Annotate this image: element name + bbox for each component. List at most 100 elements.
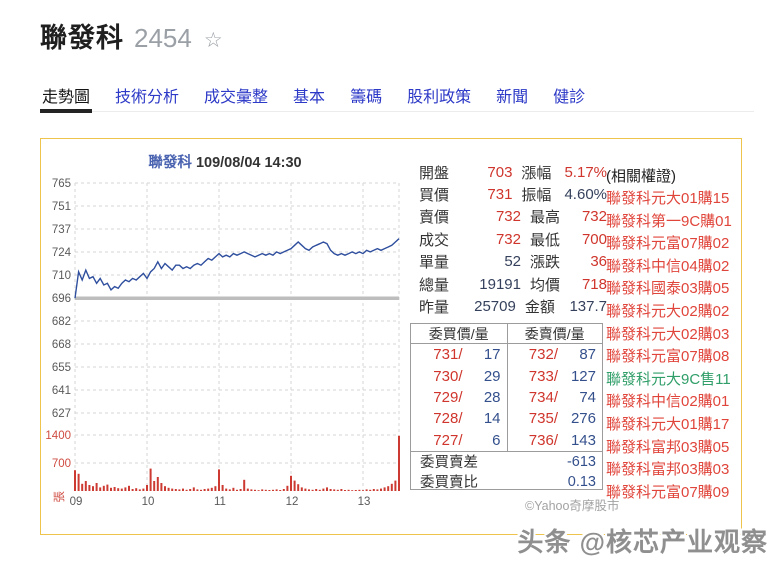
quote-value: 731 [487,186,513,204]
quote-label: 最高 [530,209,561,227]
quote-row: 總量 19191 均價 718 [419,273,607,295]
svg-text:765: 765 [52,178,71,190]
svg-text:10: 10 [142,496,155,508]
bid-price: 731/ [433,346,463,364]
tab-trend-chart[interactable]: 走勢圖 [40,80,93,113]
quote-label: 振幅 [521,187,552,205]
warrant-item[interactable]: 聯發科富邦03購03 [606,461,730,479]
stock-code: 2454 [134,23,192,53]
warrant-item[interactable]: 聯發科中信04購02 [606,257,730,275]
svg-text:682: 682 [52,316,71,328]
footer-value: 0.13 [567,473,596,490]
svg-text:627: 627 [52,408,71,420]
bid-quantity: 28 [483,388,501,406]
stock-name: 聯發科 [40,23,124,53]
quote-label: 買價 [419,187,450,205]
quote-label: 最低 [530,231,561,249]
bid-price: 729/ [433,388,463,406]
quote-label: 單量 [419,254,450,272]
quote-value: 700 [581,230,607,248]
ask-quantity: 74 [579,388,596,406]
quote-value: 52 [504,253,521,271]
quote-label: 昨量 [419,299,450,317]
bid-row: 731/17 [411,344,507,365]
tab-chips[interactable]: 籌碼 [350,89,383,106]
svg-text:737: 737 [52,224,71,236]
quote-value: 19191 [479,275,521,293]
warrants-panel: (相關權證) 聯發科元大01購15 聯發科第一9C購01 聯發科元富07購02 聯發科… [606,165,742,504]
ask-row: 732/87 [508,344,603,365]
bid-quantity: 6 [492,431,501,449]
watermark: 头条 @核芯产业观察 [517,527,768,557]
ask-quantity: 127 [570,367,596,385]
favorite-star-icon[interactable]: ☆ [203,29,223,52]
svg-text:12: 12 [286,496,299,508]
bid-ask-table: 委買價/量 731/17 730/29 729/28 728/14 727/6 委賣價/… [410,323,603,492]
ask-row: 736/143 [508,430,603,451]
svg-text:696: 696 [52,293,71,305]
tab-basic[interactable]: 基本 [293,89,326,106]
quote-row: 開盤 703 漲幅 5.17% [419,161,607,183]
warrant-item[interactable]: 聯發科元大01購15 [606,190,730,207]
warrant-item[interactable]: 聯發科元富07購08 [606,348,730,366]
tab-health-check[interactable]: 健診 [553,89,586,106]
quote-label: 均價 [530,276,561,294]
warrant-item[interactable]: 聯發科國泰03購05 [606,280,730,298]
quote-value: 5.17% [564,163,608,181]
footer-label: 委買賣比 [420,475,478,492]
quote-row: 昨量 25709 金額 137.7 [419,295,607,317]
svg-text:1400: 1400 [45,430,71,442]
quote-value: 732 [495,230,521,248]
warrant-item[interactable]: 聯發科中信02購01 [606,393,730,411]
bid-ask-footer-row: 委買賣比 0.13 [411,472,602,492]
bid-row: 728/14 [411,408,507,429]
quote-value: 36 [590,253,607,271]
warrant-item[interactable]: 聯發科元大02購03 [606,325,730,343]
quote-row: 成交 732 最低 700 [419,228,607,250]
quote-value: 25709 [474,298,516,316]
quote-row: 賣價 732 最高 732 [419,206,607,228]
bid-quantity: 17 [483,346,501,364]
warrant-item[interactable]: 聯發科第一9C購01 [606,212,732,230]
ask-price: 734/ [528,388,558,406]
warrant-item[interactable]: 聯發科元大01購17 [606,415,730,433]
tab-technical-analysis[interactable]: 技術分析 [115,89,180,106]
quote-value: 732 [495,208,521,226]
quote-value: 4.60% [564,186,608,204]
intraday-chart: 聯發科 109/08/04 14:30 765 751 737 724 710 696 682… [45,153,400,508]
bid-row: 727/6 [411,430,507,451]
warrant-item[interactable]: 聯發科元大02購02 [606,302,730,320]
warrant-item[interactable]: 聯發科元大9C售11 [606,370,731,388]
quote-label: 開盤 [419,164,450,182]
bid-price: 727/ [433,431,463,449]
warrant-item[interactable]: 聯發科元富07購02 [606,235,730,253]
quote-value: 137.7 [569,298,608,316]
quote-summary-table: 開盤 703 漲幅 5.17% 買價 731 振幅 4.60% 賣價 732 最高 732 成交 732 最… [419,161,607,318]
bid-column-header: 委買價/量 [411,324,507,344]
warrants-list: 聯發科元大01購15 聯發科第一9C購01 聯發科元富07購02 聯發科中信04購02… [606,188,742,504]
ask-column-header: 委賣價/量 [507,324,602,344]
bid-ask-footer-row: 委買賣差 -613 [411,452,602,472]
tab-bar: 走勢圖 技術分析 成交彙整 基本 籌碼 股利政策 新聞 健診 [40,80,754,113]
svg-text:751: 751 [52,201,71,213]
svg-text:700: 700 [52,458,71,470]
tab-trade-summary[interactable]: 成交彙整 [204,89,269,106]
warrant-item[interactable]: 聯發科元富07購09 [606,483,730,501]
svg-text:724: 724 [52,247,72,259]
bid-quantity: 29 [483,367,501,385]
warrant-item[interactable]: 聯發科富邦03購05 [606,438,730,456]
warrants-header: (相關權證) [606,168,676,185]
quote-label: 成交 [419,231,450,249]
tab-news[interactable]: 新聞 [496,89,529,106]
bid-ask-columns: 委買價/量 731/17 730/29 729/28 728/14 727/6 委賣價/… [411,324,602,451]
quote-panel: 聯發科 109/08/04 14:30 765 751 737 724 710 696 682… [40,138,742,535]
svg-text:聯發科 109/08/04 14:30: 聯發科 109/08/04 14:30 [148,153,301,171]
footer-label: 委買賣差 [420,455,478,472]
quote-label: 賣價 [419,209,450,227]
svg-text:668: 668 [52,339,71,351]
ask-quantity: 143 [570,431,596,449]
bid-row: 729/28 [411,387,507,408]
tab-dividend-policy[interactable]: 股利政策 [407,89,472,106]
quote-label: 漲跌 [530,254,561,272]
quote-value: 718 [581,275,607,293]
